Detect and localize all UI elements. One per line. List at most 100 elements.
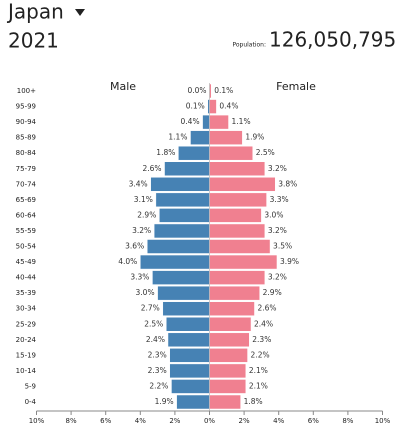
value-label: 2.9% bbox=[263, 288, 282, 297]
x-tick-label: 2% bbox=[239, 417, 250, 425]
y-tick-label: 85-89 bbox=[16, 134, 36, 142]
y-tick-label: 40-44 bbox=[16, 274, 37, 282]
bar bbox=[209, 99, 217, 114]
bar bbox=[190, 130, 210, 145]
bar bbox=[202, 114, 210, 130]
value-label: 2.1% bbox=[249, 381, 268, 390]
y-tick-label: 25-29 bbox=[16, 320, 36, 328]
value-label: 1.1% bbox=[232, 117, 251, 126]
bar bbox=[209, 270, 266, 285]
legend-label: Female bbox=[276, 80, 316, 93]
y-tick-label: 90-94 bbox=[16, 118, 37, 126]
value-label: 2.5% bbox=[256, 148, 275, 157]
y-tick-label: 100+ bbox=[17, 87, 36, 95]
value-label: 1.9% bbox=[155, 397, 174, 406]
value-label: 2.4% bbox=[146, 335, 165, 344]
bar bbox=[140, 254, 210, 270]
x-tick-label: 6% bbox=[308, 417, 319, 425]
x-tick-label: 10% bbox=[375, 417, 391, 425]
bar bbox=[146, 239, 210, 254]
bar bbox=[207, 99, 210, 114]
value-label: 1.8% bbox=[244, 397, 263, 406]
value-label: 2.1% bbox=[249, 366, 268, 375]
y-tick-label: 20-24 bbox=[16, 336, 37, 344]
x-tick-label: 10% bbox=[29, 417, 45, 425]
bar bbox=[209, 130, 243, 145]
x-tick-label: 4% bbox=[135, 417, 146, 425]
bar bbox=[209, 208, 262, 223]
x-tick-label: 2% bbox=[169, 417, 180, 425]
bar bbox=[209, 379, 247, 394]
value-label: 2.9% bbox=[137, 210, 156, 219]
value-label: 3.2% bbox=[132, 226, 151, 235]
bar bbox=[169, 363, 210, 379]
value-label: 2.3% bbox=[148, 350, 167, 359]
y-tick-label: 55-59 bbox=[16, 227, 36, 235]
bar bbox=[209, 223, 266, 239]
bar bbox=[209, 192, 267, 208]
bar bbox=[209, 394, 241, 410]
value-label: 2.3% bbox=[148, 366, 167, 375]
value-label: 2.6% bbox=[142, 164, 161, 173]
value-label: 2.2% bbox=[149, 381, 168, 390]
value-label: 0.4% bbox=[219, 102, 238, 111]
bar bbox=[209, 114, 229, 130]
y-tick-label: 80-84 bbox=[16, 149, 37, 157]
bar bbox=[155, 192, 210, 208]
bar bbox=[209, 317, 252, 332]
value-label: 0.1% bbox=[186, 102, 205, 111]
value-label: 0.0% bbox=[187, 86, 206, 95]
chart-title[interactable]: Japan bbox=[6, 0, 64, 24]
value-label: 2.3% bbox=[252, 335, 271, 344]
bar bbox=[176, 394, 210, 410]
bar bbox=[159, 208, 210, 223]
value-label: 3.5% bbox=[273, 242, 292, 251]
bar bbox=[209, 285, 260, 301]
y-tick-label: 30-34 bbox=[16, 305, 37, 313]
y-tick-label: 70-74 bbox=[16, 180, 37, 188]
x-tick-label: 6% bbox=[100, 417, 111, 425]
x-tick-label: 8% bbox=[66, 417, 77, 425]
value-label: 2.7% bbox=[141, 304, 160, 313]
y-tick-label: 75-79 bbox=[16, 165, 36, 173]
bar bbox=[209, 348, 248, 363]
bar bbox=[150, 177, 210, 192]
bar bbox=[171, 379, 210, 394]
value-label: 2.5% bbox=[144, 319, 163, 328]
value-label: 3.0% bbox=[136, 288, 155, 297]
chart-subtitle: 2021 bbox=[8, 29, 59, 53]
bar bbox=[209, 332, 250, 348]
dropdown-icon[interactable] bbox=[75, 9, 85, 16]
value-label: 2.4% bbox=[254, 319, 273, 328]
bar bbox=[153, 223, 210, 239]
bar bbox=[209, 161, 266, 176]
y-tick-label: 10-14 bbox=[16, 367, 37, 375]
value-label: 3.3% bbox=[130, 273, 149, 282]
y-tick-label: 65-69 bbox=[16, 196, 36, 204]
bar bbox=[209, 177, 276, 192]
value-label: 3.2% bbox=[268, 164, 287, 173]
value-label: 1.8% bbox=[156, 148, 175, 157]
value-label: 3.8% bbox=[278, 179, 297, 188]
bar bbox=[152, 270, 210, 285]
bar bbox=[167, 332, 210, 348]
value-label: 4.0% bbox=[118, 257, 137, 266]
legend-label: Male bbox=[110, 80, 136, 93]
population-value: 126,050,795 bbox=[269, 28, 396, 52]
y-tick-label: 35-39 bbox=[16, 289, 36, 297]
value-label: 1.1% bbox=[168, 133, 187, 142]
value-label: 2.6% bbox=[257, 304, 276, 313]
value-label: 3.2% bbox=[268, 226, 287, 235]
value-label: 3.9% bbox=[280, 257, 299, 266]
bar bbox=[162, 301, 210, 316]
y-tick-label: 15-19 bbox=[16, 351, 36, 359]
value-label: 3.2% bbox=[268, 273, 287, 282]
bar bbox=[166, 317, 210, 332]
population-label: Population: bbox=[232, 42, 266, 49]
y-tick-label: 50-54 bbox=[16, 243, 37, 251]
value-label: 2.2% bbox=[251, 350, 270, 359]
bar bbox=[209, 363, 247, 379]
value-label: 3.3% bbox=[270, 195, 289, 204]
bar bbox=[209, 239, 271, 254]
